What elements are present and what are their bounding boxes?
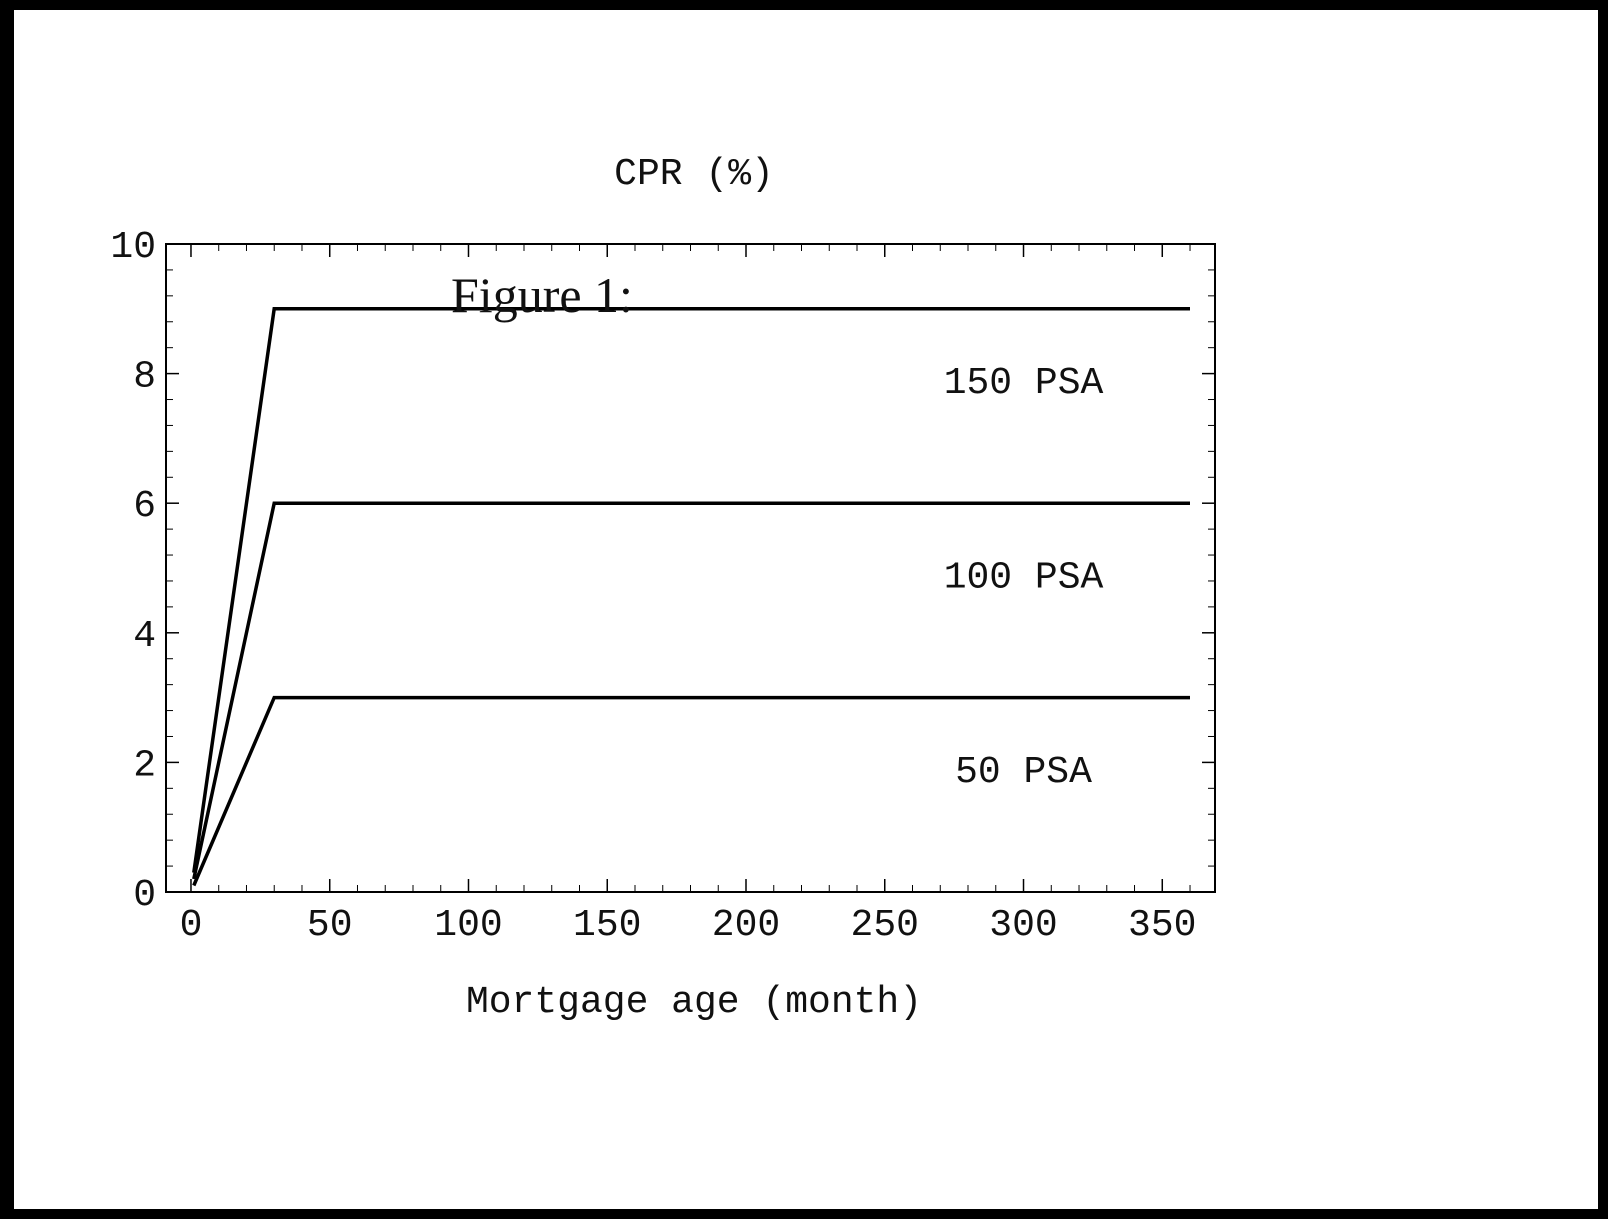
series-line-50-psa bbox=[192, 695, 1190, 887]
x-tick-label: 150 bbox=[573, 904, 641, 947]
series-label-100-psa: 100 PSA bbox=[944, 556, 1104, 599]
x-tick-label: 350 bbox=[1128, 904, 1196, 947]
series-lines bbox=[192, 307, 1190, 887]
x-axis-label: Mortgage age (month) bbox=[466, 981, 922, 1024]
y-tick-label: 8 bbox=[133, 356, 156, 399]
series-line-150-psa bbox=[192, 307, 1190, 873]
major-ticks bbox=[166, 243, 1215, 893]
figure-caption: Figure 1: bbox=[451, 267, 633, 323]
y-axis-label: CPR (%) bbox=[614, 153, 774, 196]
x-tick-label: 0 bbox=[180, 904, 203, 947]
y-tick-label: 0 bbox=[133, 874, 156, 917]
tick-labels: 0 50 100 150 200 250 300 350 0 2 4 6 8 10 bbox=[110, 226, 1196, 947]
x-tick-label: 200 bbox=[712, 904, 780, 947]
x-tick-label: 50 bbox=[307, 904, 353, 947]
series-label-150-psa: 150 PSA bbox=[944, 362, 1104, 405]
y-tick-label: 6 bbox=[133, 485, 156, 528]
y-tick-label: 2 bbox=[133, 744, 156, 787]
x-tick-label: 100 bbox=[434, 904, 502, 947]
x-tick-label: 300 bbox=[989, 904, 1057, 947]
minor-ticks bbox=[166, 244, 1215, 892]
series-labels: 150 PSA 100 PSA 50 PSA bbox=[944, 362, 1104, 794]
x-tick-label: 250 bbox=[851, 904, 919, 947]
series-label-50-psa: 50 PSA bbox=[955, 751, 1092, 794]
y-tick-label: 4 bbox=[133, 615, 156, 658]
series-line-100-psa bbox=[192, 501, 1190, 880]
y-tick-label: 10 bbox=[110, 226, 156, 269]
